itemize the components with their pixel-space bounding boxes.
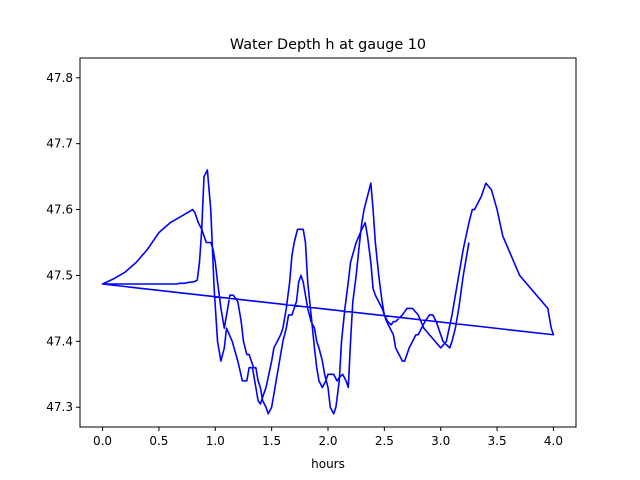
- y-tick-label: 47.4: [46, 334, 73, 348]
- chart-title: Water Depth h at gauge 10: [230, 37, 426, 53]
- x-tick-label: 2.0: [318, 434, 337, 448]
- x-tick-label: 3.5: [488, 434, 507, 448]
- x-tick-label: 3.0: [431, 434, 450, 448]
- x-tick-label: 0.0: [93, 434, 112, 448]
- x-tick-label: 4.0: [544, 434, 563, 448]
- y-tick-label: 47.8: [46, 71, 73, 85]
- y-tick-label: 47.6: [46, 203, 73, 217]
- y-tick-label: 47.5: [46, 268, 73, 282]
- y-tick-label: 47.3: [46, 400, 73, 414]
- y-axis: 47.3 47.4 47.5 47.6 47.7 47.8: [46, 71, 80, 414]
- y-tick-label: 47.7: [46, 137, 73, 151]
- x-axis-label: hours: [311, 457, 345, 471]
- x-tick-label: 1.0: [206, 434, 225, 448]
- x-tick-label: 2.5: [375, 434, 394, 448]
- series-line-0: [101, 169, 555, 415]
- x-axis: 0.0 0.5 1.0 1.5 2.0 2.5 3.0 3.5 4.0: [93, 427, 563, 448]
- x-tick-label: 1.5: [262, 434, 281, 448]
- x-tick-label: 0.5: [149, 434, 168, 448]
- plot-area: [101, 169, 555, 415]
